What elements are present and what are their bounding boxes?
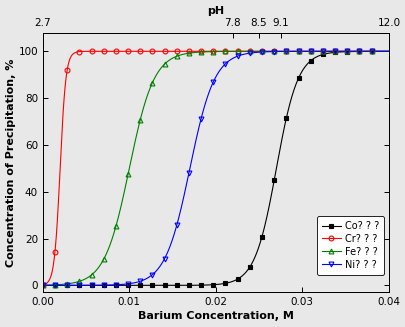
Legend: Co? ? ?, Cr? ? ?, Fe? ? ?, Ni? ? ?: Co? ? ?, Cr? ? ?, Fe? ? ?, Ni? ? ? [316, 216, 383, 275]
X-axis label: Barium Concentration, M: Barium Concentration, M [138, 311, 293, 321]
X-axis label: pH: pH [207, 6, 224, 16]
Y-axis label: Concentration of Precipitation, %: Concentration of Precipitation, % [6, 58, 15, 267]
